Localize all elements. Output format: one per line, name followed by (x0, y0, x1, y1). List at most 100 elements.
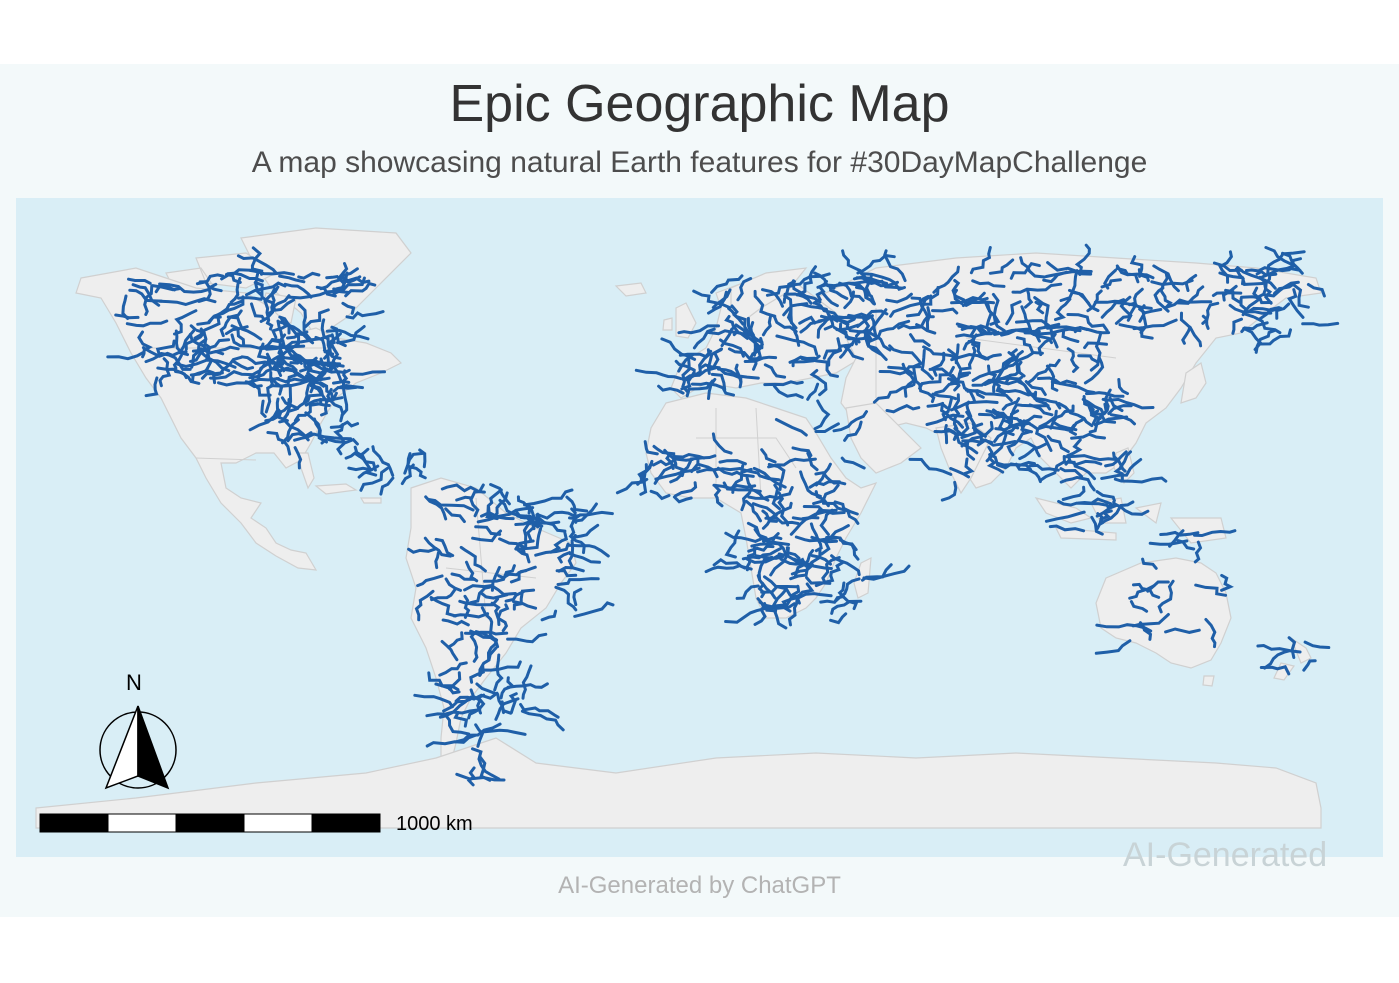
river-segment (950, 352, 1002, 362)
river-segment (752, 337, 764, 371)
river-segment (809, 369, 828, 397)
river-segment (1117, 378, 1129, 396)
river-segment (994, 414, 1043, 432)
river-segment (1303, 640, 1331, 649)
river-segment (468, 585, 492, 605)
river-segment (878, 365, 922, 376)
river-segment (266, 298, 296, 316)
river-segment (741, 546, 783, 561)
river-segment (763, 363, 787, 379)
river-segment (677, 353, 695, 373)
antarctica-landmass (35, 737, 1322, 829)
river-segment (1148, 539, 1189, 546)
river-segment (1141, 557, 1158, 570)
river-segment (245, 281, 287, 297)
river-segment (506, 682, 549, 689)
river-segment (752, 466, 787, 489)
river-segment (747, 494, 782, 500)
river-segment (862, 317, 880, 339)
river-segment (1118, 323, 1154, 340)
river-segment (447, 631, 464, 649)
river-segment (1015, 319, 1050, 327)
river-segment (414, 589, 435, 622)
river-segment (265, 338, 314, 351)
river-segment (734, 323, 763, 355)
river-segment (1011, 282, 1063, 294)
river-segment (915, 323, 937, 335)
river-segment (199, 347, 225, 356)
river-segment (885, 292, 913, 304)
river-segment (1301, 321, 1340, 327)
river-segment (1287, 636, 1297, 659)
river-segment (835, 323, 860, 332)
river-segment (173, 309, 198, 336)
river-segment (172, 353, 183, 370)
river-segment (554, 585, 578, 612)
river-segment (814, 422, 840, 433)
river-segment (478, 755, 492, 782)
river-segment (812, 483, 840, 506)
river-segment (669, 466, 701, 484)
river-segment (478, 646, 498, 677)
river-segment (660, 337, 697, 361)
river-segment (1103, 268, 1117, 290)
river-segment (444, 577, 462, 592)
river-segment (265, 352, 283, 377)
river-segment (371, 445, 395, 477)
river-segment (496, 603, 510, 626)
river-segment (922, 345, 958, 361)
river-segment (801, 508, 838, 521)
river-segment (998, 376, 1035, 398)
river-segment (925, 413, 965, 426)
river-segment (250, 302, 266, 322)
scale-bar-segment-3 (175, 813, 245, 833)
river-segment (1292, 283, 1310, 309)
river-segment (681, 358, 691, 394)
river-segment (774, 418, 808, 437)
river-segment (158, 357, 172, 388)
river-segment (1181, 325, 1192, 345)
river-segment (1083, 341, 1108, 350)
river-segment (1231, 317, 1243, 335)
river-segment (932, 265, 960, 294)
river-segment (1095, 500, 1118, 518)
river-segment (264, 379, 275, 414)
river-segment (1259, 665, 1291, 676)
river-segment (438, 661, 468, 677)
river-segment (1228, 303, 1273, 315)
river-segment (452, 612, 490, 619)
river-segment (950, 400, 999, 412)
river-segment (469, 632, 479, 663)
river-segment (805, 576, 832, 585)
river-segment (958, 346, 977, 375)
river-segment (1037, 332, 1057, 357)
river-segment (144, 339, 176, 364)
river-segment (1220, 573, 1234, 592)
river-segment (499, 676, 516, 700)
river-segment (1064, 438, 1083, 466)
river-segment (293, 397, 323, 423)
river-segment (820, 314, 850, 326)
river-segment (775, 334, 819, 356)
river-segment (761, 315, 772, 337)
river-segment (506, 632, 548, 644)
river-segment (754, 554, 785, 560)
river-segment (782, 302, 809, 317)
river-segment (717, 367, 760, 380)
river-segment (429, 596, 457, 618)
river-segment (978, 412, 1006, 420)
river-segment (1028, 403, 1054, 417)
river-segment (888, 344, 923, 365)
river-segment (1094, 639, 1132, 655)
river-segment (1024, 288, 1034, 309)
river-segment (711, 288, 732, 310)
river-segment (319, 381, 335, 400)
river-segment (712, 557, 753, 571)
river-segment (319, 267, 359, 291)
river-segment (1179, 311, 1203, 348)
river-segment (713, 484, 724, 508)
north-arrow (99, 705, 177, 790)
river-segment (847, 309, 889, 318)
river-segment (751, 502, 778, 517)
river-segment (1114, 303, 1138, 325)
